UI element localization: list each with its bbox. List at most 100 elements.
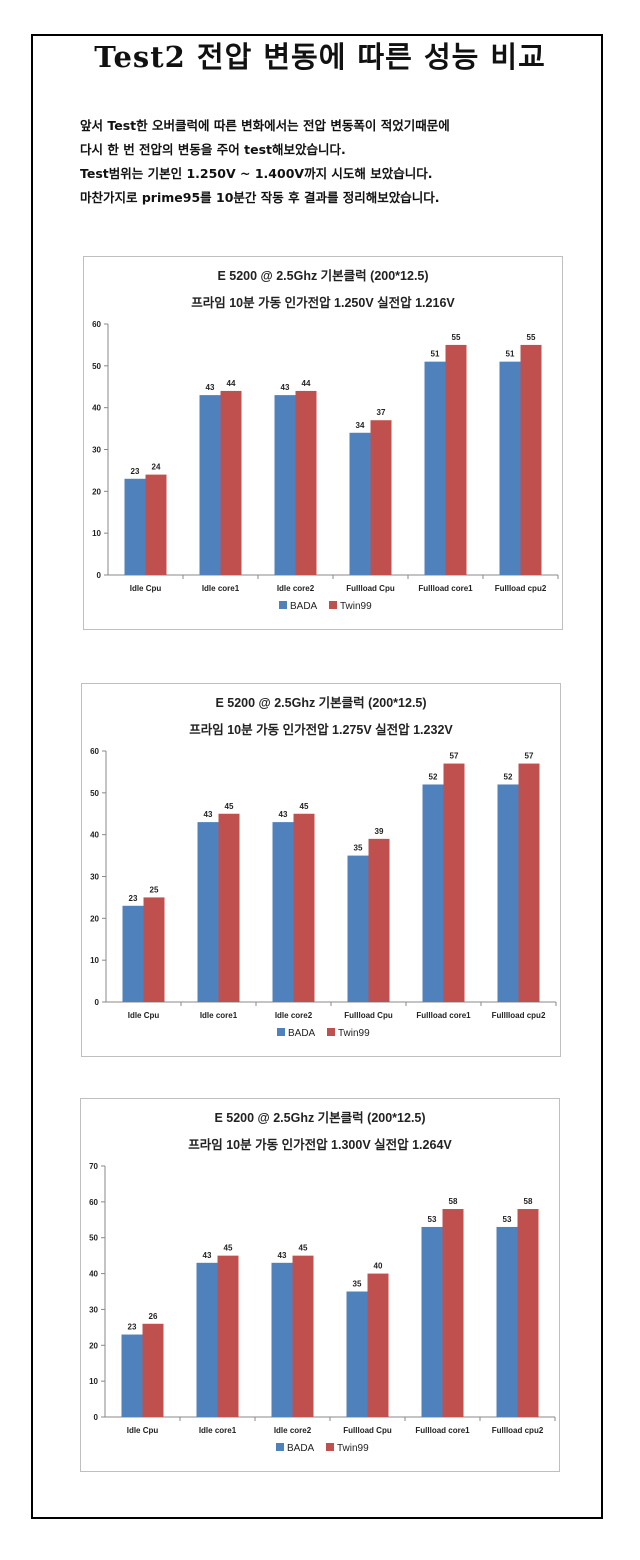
bar-twin99	[220, 390, 242, 575]
data-label: 45	[224, 1244, 233, 1253]
page-title: Test2 전압 변동에 따른 성능 비교	[94, 40, 546, 74]
chart-title: E 5200 @ 2.5Ghz 기본클럭 (200*12.5)	[215, 695, 426, 710]
y-tick-label: 50	[89, 1234, 98, 1243]
y-tick-label: 70	[89, 1162, 98, 1171]
data-label: 34	[356, 421, 365, 430]
bar-bada	[421, 1226, 443, 1417]
bar-twin99	[218, 813, 240, 1002]
y-tick-label: 30	[89, 1305, 98, 1314]
data-label: 58	[449, 1197, 458, 1206]
legend-label: Twin99	[340, 601, 372, 612]
bar-twin99	[518, 763, 540, 1002]
x-tick-label: Fullload core1	[418, 584, 473, 593]
chart-1-svg: E 5200 @ 2.5Ghz 기본클럭 (200*12.5) 프라임 10분 가…	[92, 268, 559, 612]
chart-1: E 5200 @ 2.5Ghz 기본클럭 (200*12.5) 프라임 10분 가…	[83, 256, 563, 630]
chart-3-svg: E 5200 @ 2.5Ghz 기본클럭 (200*12.5) 프라임 10분 가…	[89, 1110, 556, 1454]
y-tick-label: 20	[92, 487, 101, 496]
y-tick-label: 30	[92, 446, 101, 455]
bar-bada	[121, 1334, 143, 1417]
bar-twin99	[367, 1273, 389, 1417]
bar-bada	[499, 361, 521, 575]
y-tick-label: 50	[90, 789, 99, 798]
legend-swatch	[326, 1443, 334, 1451]
x-tick-label: Idle core1	[200, 1011, 238, 1020]
legend-label: Twin99	[337, 1443, 369, 1454]
data-label: 23	[131, 467, 140, 476]
y-tick-label: 40	[90, 831, 99, 840]
bar-bada	[122, 905, 144, 1002]
data-label: 55	[452, 333, 461, 342]
data-label: 43	[204, 810, 213, 819]
data-label: 25	[150, 885, 159, 894]
bar-twin99	[142, 1323, 164, 1417]
legend-swatch	[327, 1028, 335, 1036]
data-label: 26	[149, 1312, 158, 1321]
data-label: 35	[353, 1280, 362, 1289]
bar-bada	[347, 855, 369, 1002]
data-label: 44	[227, 379, 236, 388]
legend-label: BADA	[290, 601, 318, 612]
bar-bada	[272, 822, 294, 1002]
data-label: 39	[375, 827, 384, 836]
intro-line: Test범위는 기본인 1.250V ~ 1.400V까지 시도해 보았습니다.	[80, 166, 433, 181]
chart-subtitle: 프라임 10분 가동 인가전압 1.250V 실전압 1.216V	[191, 295, 455, 310]
y-tick-label: 10	[92, 529, 101, 538]
bar-bada	[496, 1226, 518, 1417]
legend-label: Twin99	[338, 1028, 370, 1039]
bar-twin99	[143, 897, 165, 1002]
data-label: 52	[504, 772, 513, 781]
y-tick-label: 0	[97, 571, 102, 580]
y-tick-label: 60	[89, 1198, 98, 1207]
y-tick-label: 60	[92, 320, 101, 329]
legend-swatch	[329, 601, 337, 609]
data-label: 43	[281, 383, 290, 392]
data-label: 43	[206, 383, 215, 392]
y-tick-label: 10	[90, 956, 99, 965]
data-label: 23	[128, 1323, 137, 1332]
chart-title: E 5200 @ 2.5Ghz 기본클럭 (200*12.5)	[214, 1110, 425, 1125]
legend-swatch	[276, 1443, 284, 1451]
intro-text: 앞서 Test한 오버클럭에 따른 변화에서는 전압 변동폭이 적었기때문에 다…	[80, 114, 580, 210]
data-label: 43	[278, 1251, 287, 1260]
intro-line: 다시 한 번 전압의 변동을 주어 test해보았습니다.	[80, 142, 346, 157]
y-tick-label: 20	[90, 914, 99, 923]
x-tick-label: Idle core2	[277, 584, 315, 593]
data-label: 57	[450, 752, 459, 761]
x-tick-label: Idle core2	[274, 1426, 312, 1435]
data-label: 51	[506, 350, 515, 359]
chart-2-svg: E 5200 @ 2.5Ghz 기본클럭 (200*12.5) 프라임 10분 가…	[90, 695, 557, 1039]
bar-twin99	[217, 1255, 239, 1417]
data-label: 53	[503, 1215, 512, 1224]
data-label: 51	[431, 350, 440, 359]
data-label: 45	[299, 1244, 308, 1253]
x-tick-label: Fullload Cpu	[346, 584, 395, 593]
x-tick-label: Idle core1	[202, 584, 240, 593]
y-tick-label: 0	[94, 1413, 99, 1422]
bar-bada	[274, 395, 296, 575]
data-label: 58	[524, 1197, 533, 1206]
bar-twin99	[443, 763, 465, 1002]
x-tick-label: Fullload Cpu	[343, 1426, 392, 1435]
bar-bada	[197, 822, 219, 1002]
bar-bada	[196, 1262, 218, 1417]
data-label: 57	[525, 752, 534, 761]
x-tick-label: Fullload cpu2	[495, 584, 547, 593]
chart-title: E 5200 @ 2.5Ghz 기본클럭 (200*12.5)	[217, 268, 428, 283]
legend-label: BADA	[288, 1028, 316, 1039]
chart-2: E 5200 @ 2.5Ghz 기본클럭 (200*12.5) 프라임 10분 가…	[81, 683, 561, 1057]
bar-bada	[424, 361, 446, 575]
legend-swatch	[279, 601, 287, 609]
data-label: 53	[428, 1215, 437, 1224]
data-label: 44	[302, 379, 311, 388]
bar-twin99	[295, 390, 317, 575]
x-tick-label: Idle core2	[275, 1011, 313, 1020]
x-tick-label: Fullload core1	[415, 1426, 470, 1435]
y-tick-label: 30	[90, 873, 99, 882]
chart-subtitle: 프라임 10분 가동 인가전압 1.300V 실전압 1.264V	[188, 1137, 452, 1152]
bar-bada	[497, 784, 519, 1002]
x-tick-label: Fulllload cpu2	[492, 1011, 546, 1020]
y-tick-label: 50	[92, 362, 101, 371]
data-label: 35	[354, 844, 363, 853]
data-label: 43	[279, 810, 288, 819]
bar-bada	[199, 395, 221, 575]
